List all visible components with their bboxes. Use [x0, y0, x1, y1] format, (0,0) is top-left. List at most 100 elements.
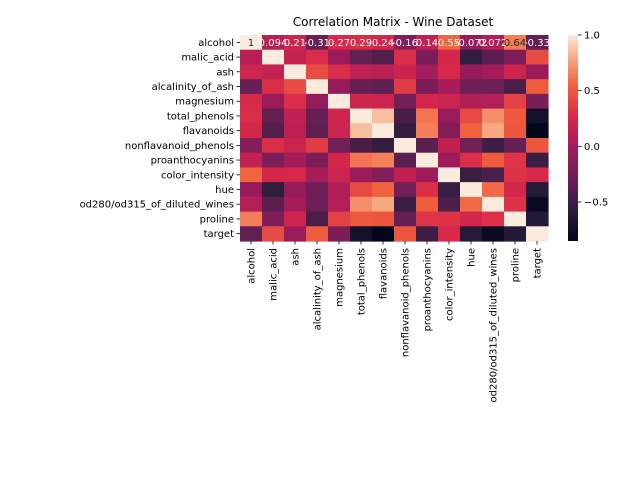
- heatmap-cell: [482, 182, 505, 198]
- heatmap-cell: [240, 167, 263, 183]
- y-tick-label: total_phenols: [167, 111, 234, 122]
- heatmap-cell: [372, 226, 395, 242]
- y-tick-label: proanthocyanins: [151, 156, 234, 167]
- heatmap-cell: [350, 182, 373, 198]
- heatmap-cell: [240, 35, 263, 51]
- heatmap-cell: [372, 79, 395, 95]
- heatmap-cell: [306, 49, 329, 66]
- cell-annotation: 1: [248, 38, 254, 49]
- heatmap-cell: [526, 93, 549, 110]
- heatmap-cell: [372, 138, 395, 154]
- heatmap-cell: [328, 138, 351, 154]
- heatmap-cell: [284, 79, 307, 95]
- y-tick-label: magnesium: [175, 97, 234, 108]
- heatmap-cell: [306, 182, 329, 198]
- heatmap-cell: [372, 108, 395, 124]
- heatmap-cell: [394, 196, 417, 213]
- heatmap-cell: [262, 138, 285, 154]
- heatmap-cell: [262, 93, 285, 110]
- heatmap-cell: [460, 211, 483, 227]
- heatmap-cell: [350, 79, 373, 95]
- heatmap-cell: [350, 93, 373, 110]
- heatmap-cell: [416, 152, 439, 169]
- cell-annotation: 0.27: [328, 38, 350, 49]
- heatmap-cell: [240, 152, 263, 169]
- heatmap-cell: [262, 123, 285, 139]
- x-tick-label: color_intensity: [445, 248, 456, 321]
- heatmap-cell: [372, 49, 395, 66]
- heatmap-cell: [306, 108, 329, 124]
- heatmap-cell: [504, 49, 527, 66]
- heatmap-cell: [394, 93, 417, 110]
- heatmap-cell: [526, 167, 549, 183]
- heatmap-cell: [504, 123, 527, 139]
- heatmap-cell: [504, 108, 527, 124]
- heatmap-cell: [350, 138, 373, 154]
- heatmap-cell: [284, 64, 307, 80]
- heatmap-cell: [504, 138, 527, 154]
- y-tick-label: od280/od315_of_diluted_wines: [80, 200, 234, 211]
- heatmap-cell: [306, 79, 329, 95]
- heatmap-cell: [504, 211, 527, 227]
- heatmap-cell: [482, 211, 505, 227]
- heatmap-cell: [394, 79, 417, 95]
- heatmap-cell: [350, 196, 373, 213]
- heatmap-cell: [482, 226, 505, 242]
- heatmap-cell: [240, 64, 263, 80]
- heatmap-cell: [394, 152, 417, 169]
- heatmap-cell: [240, 123, 263, 139]
- heatmap-cell: [328, 167, 351, 183]
- heatmap-cell: [328, 108, 351, 124]
- y-tick-label: flavanoids: [183, 126, 234, 137]
- heatmap-cell: [284, 49, 307, 66]
- heatmap-cell: [328, 123, 351, 139]
- heatmap-cell: [460, 93, 483, 110]
- heatmap-cell: [394, 108, 417, 124]
- heatmap-cell: [438, 226, 461, 242]
- heatmap-cell: [306, 196, 329, 213]
- heatmap-cell: [328, 196, 351, 213]
- heatmap-cell: [372, 182, 395, 198]
- heatmap-cell: [262, 49, 285, 66]
- heatmap-cell: [504, 64, 527, 80]
- heatmap-cell: [482, 35, 505, 51]
- heatmap-cell: [262, 152, 285, 169]
- heatmap-cell: [372, 211, 395, 227]
- heatmap-cell: [328, 49, 351, 66]
- heatmap-cell: [526, 196, 549, 213]
- heatmap-cell: [438, 196, 461, 213]
- heatmap-cell: [372, 64, 395, 80]
- heatmap-cell: [460, 138, 483, 154]
- heatmap-cell: [306, 211, 329, 227]
- heatmap-cell: [328, 79, 351, 95]
- heatmap-cell: [416, 93, 439, 110]
- heatmap-cell: [526, 182, 549, 198]
- heatmap-cell: [262, 196, 285, 213]
- heatmap-cell: [306, 226, 329, 242]
- heatmap-cell: [306, 64, 329, 80]
- heatmap-cell: [482, 49, 505, 66]
- heatmap-cell: [284, 35, 307, 51]
- heatmap-cell: [394, 64, 417, 80]
- x-tick-label: flavanoids: [379, 248, 390, 299]
- heatmap-cell: [240, 49, 263, 66]
- heatmap-cell: [240, 211, 263, 227]
- heatmap-cell: [350, 49, 373, 66]
- heatmap-cell: [416, 79, 439, 95]
- heatmap-cell: [350, 226, 373, 242]
- y-tick-label: color_intensity: [161, 170, 234, 181]
- heatmap-cell: [438, 35, 461, 51]
- heatmap-cell: [504, 79, 527, 95]
- x-tick-label: proanthocyanins: [423, 248, 434, 331]
- x-tick-label: malic_acid: [269, 248, 280, 301]
- heatmap-cell: [262, 35, 285, 51]
- heatmap-cell: [240, 196, 263, 213]
- chart-title: Correlation Matrix - Wine Dataset: [293, 15, 494, 29]
- heatmap-cell: [438, 79, 461, 95]
- heatmap-cell: [438, 167, 461, 183]
- heatmap-cell: [460, 152, 483, 169]
- heatmap-cell: [328, 64, 351, 80]
- heatmap-cell: [438, 93, 461, 110]
